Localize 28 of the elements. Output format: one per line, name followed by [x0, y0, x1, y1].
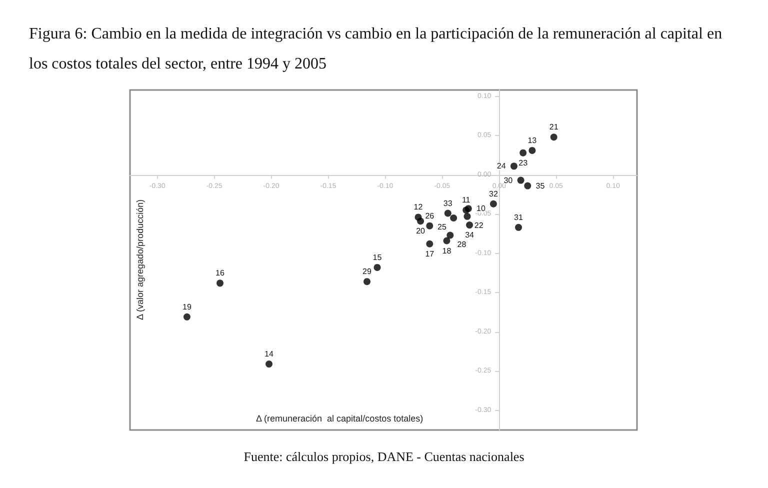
- annotation: 29: [362, 267, 372, 276]
- annotation: 16: [216, 268, 226, 278]
- annotation: 26: [425, 211, 435, 220]
- annotation: 34: [465, 230, 475, 240]
- annotation: 28: [457, 240, 467, 249]
- chart-title: Figura 6: Cambio en la medida de integración vs cambio en la participación de la remuneración al capital en los costos totales del sector, entre 1994 y 2005: [29, 26, 726, 72]
- annotation: 25: [438, 222, 447, 232]
- annotation: 23: [518, 158, 528, 168]
- annotation: 22: [474, 220, 484, 230]
- annotation: 21: [549, 122, 559, 132]
- annotation: 18: [442, 246, 452, 256]
- annotation: 33: [443, 198, 453, 208]
- annotation: 19: [182, 302, 192, 312]
- annotation: 20: [416, 226, 426, 236]
- annotation: 12: [414, 202, 424, 212]
- annotation: 32: [488, 189, 498, 198]
- y-axis-title: Δ (valor agregado/producción): [135, 199, 145, 320]
- x-axis-title: Δ (remuneración al capital/costos totales): [256, 414, 424, 424]
- annotation: 24: [496, 162, 506, 171]
- source-note: Fuente: cálculos propios, DANE - Cuentas nacionales: [244, 449, 524, 464]
- annotation: 14: [264, 350, 274, 359]
- annotation: 13: [528, 136, 538, 145]
- annotation: 30: [504, 176, 514, 185]
- annotation: 35: [536, 181, 546, 190]
- annotation: 31: [514, 212, 524, 222]
- annotation: 11: [462, 196, 471, 205]
- annotation: 17: [425, 249, 435, 258]
- annotation: 15: [372, 252, 382, 262]
